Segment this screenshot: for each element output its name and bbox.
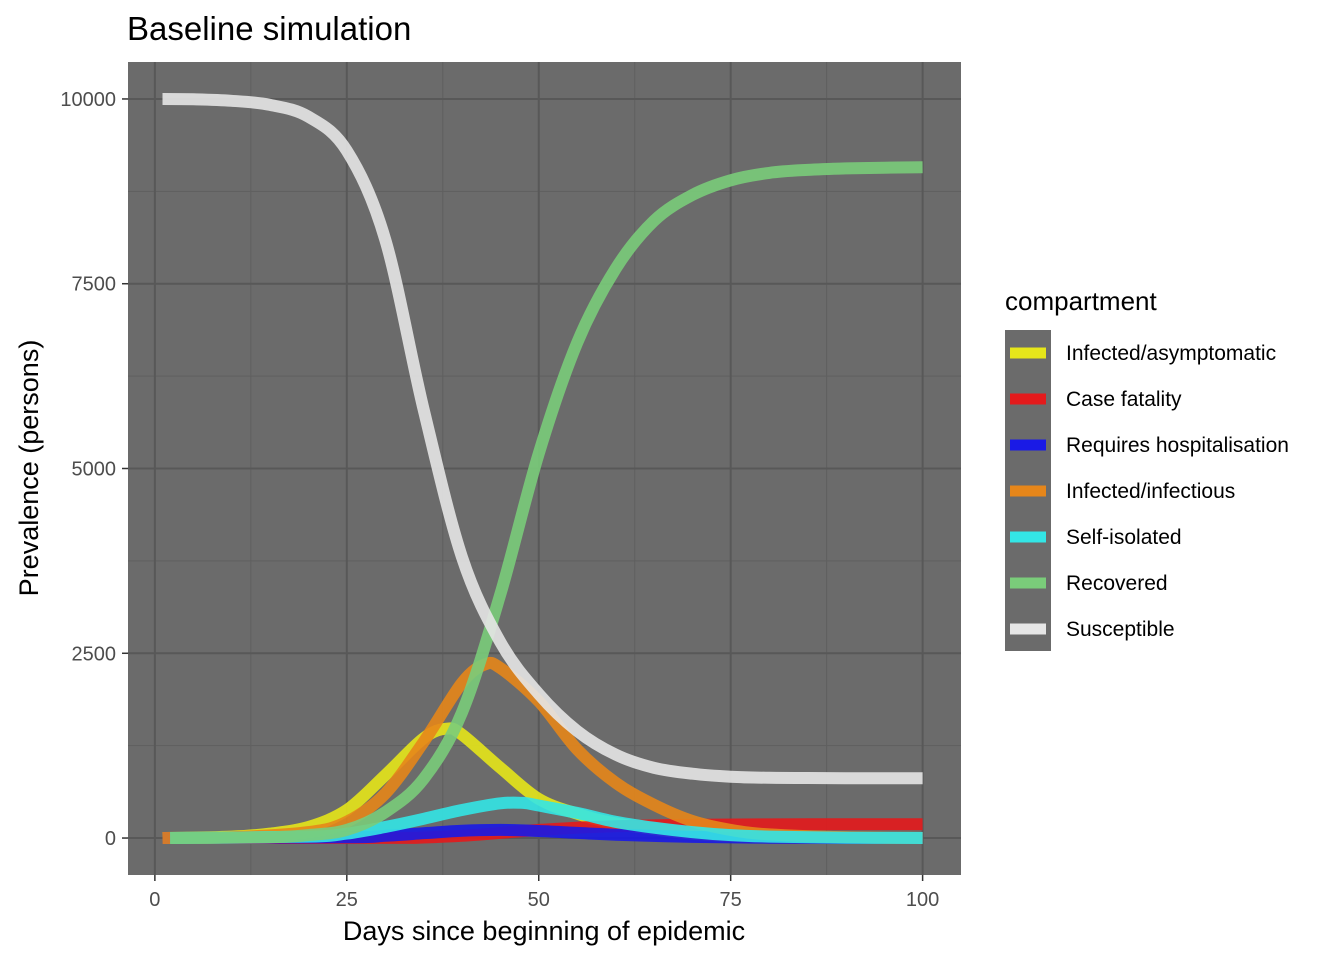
x-tick-label: 100 [906, 889, 939, 911]
y-tick-label: 5000 [72, 459, 117, 481]
x-axis-title: Days since beginning of epidemic [343, 916, 745, 946]
y-tick-label: 0 [105, 828, 116, 850]
legend-label-self-isolated: Self-isolated [1066, 526, 1182, 549]
chart-title: Baseline simulation [127, 10, 411, 47]
x-tick-label: 25 [336, 889, 358, 911]
legend-label-susceptible: Susceptible [1066, 618, 1175, 641]
x-tick-label: 50 [528, 889, 550, 911]
axis-ticks: 0 25 50 75 100 0 2500 5000 7500 10000 [60, 89, 939, 911]
x-tick-label: 75 [720, 889, 742, 911]
series-lines [162, 93, 923, 845]
legend-label-recovered: Recovered [1066, 572, 1168, 595]
series-line-susceptible [162, 93, 923, 785]
y-tick-label: 7500 [72, 274, 117, 296]
y-tick-label: 2500 [72, 643, 117, 665]
x-tick-label: 0 [149, 889, 160, 911]
legend-label-infected-infectious: Infected/infectious [1066, 480, 1235, 503]
y-tick-label: 10000 [60, 89, 116, 111]
series-line-recovered [170, 161, 923, 844]
legend-label-requires-hospitalisation: Requires hospitalisation [1066, 434, 1289, 457]
legend-title: compartment [1005, 286, 1157, 316]
y-axis-title: Prevalence (persons) [14, 340, 44, 597]
legend-label-infected-asymptomatic: Infected/asymptomatic [1066, 342, 1276, 365]
legend-label-case-fatality: Case fatality [1066, 388, 1182, 411]
legend-items: Infected/asymptomatic Case fatality Requir… [1010, 342, 1289, 641]
legend: compartment Infected/asymptomatic Case fa… [1005, 286, 1289, 651]
